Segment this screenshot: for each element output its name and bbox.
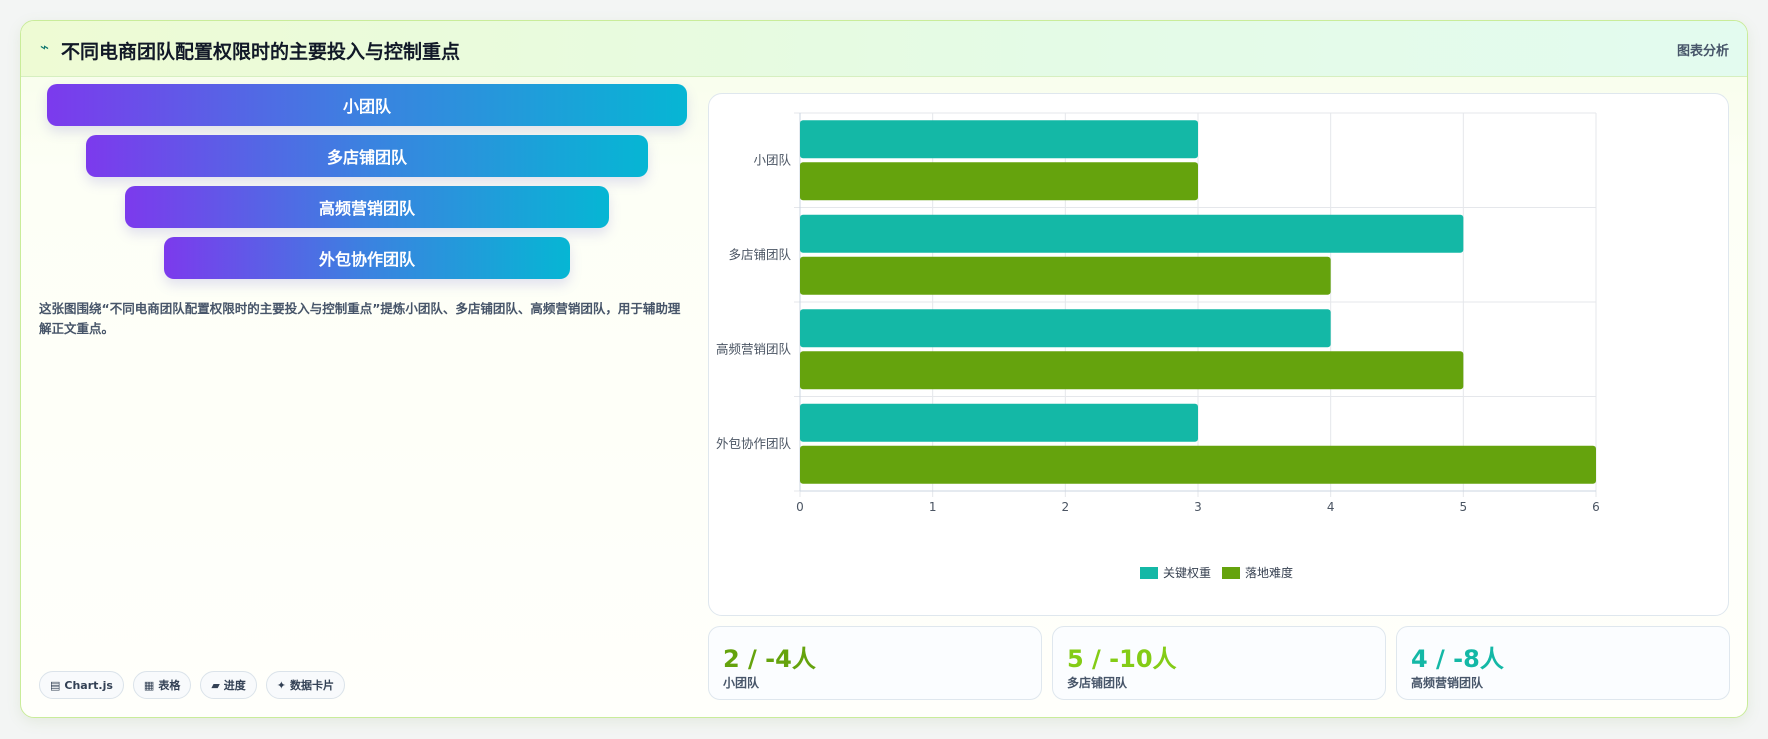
chip-progress[interactable]: ▰ 进度 bbox=[200, 671, 257, 699]
stat-value: 5 / -10人 bbox=[1067, 645, 1177, 673]
y-tick-label: 高频营销团队 bbox=[716, 341, 792, 356]
funnel-item: 小团队 bbox=[47, 84, 687, 126]
legend-label: 关键权重 bbox=[1163, 566, 1211, 580]
chart-description: 这张图围绕“不同电商团队配置权限时的主要投入与控制重点”提炼小团队、多店铺团队、… bbox=[39, 301, 681, 336]
stat-card: 4 / -8人 高频营销团队 bbox=[1396, 626, 1730, 700]
x-tick-label: 4 bbox=[1327, 500, 1335, 514]
chip-chartjs[interactable]: ▤ Chart.js bbox=[39, 671, 124, 699]
stat-value: 2 / -4人 bbox=[723, 645, 816, 673]
chart-panel: 0 1 2 3 4 5 6 小团队多店铺团队高频营销团队 外包协作团队关键权重 落地难度 bbox=[708, 93, 1729, 616]
bar bbox=[800, 445, 1596, 484]
bar bbox=[800, 351, 1464, 390]
page-title: 不同电商团队配置权限时的主要投入与控制重点 bbox=[61, 41, 461, 63]
legend-label: 落地难度 bbox=[1245, 565, 1293, 580]
chip-label: 数据卡片 bbox=[290, 679, 335, 692]
chip-data-card[interactable]: ✦ 数据卡片 bbox=[265, 671, 346, 699]
chart-card: ⌁ 不同电商团队配置权限时的主要投入与控制重点 图表分析 小团队 多店铺团队 高… bbox=[20, 20, 1748, 718]
x-tick-label: 1 bbox=[929, 500, 937, 514]
bar bbox=[800, 214, 1464, 253]
sparkle-icon: ✦ bbox=[276, 678, 287, 692]
x-tick-label: 5 bbox=[1460, 500, 1468, 514]
y-tick-label: 外包协作团队 bbox=[716, 436, 792, 451]
chart-icon: ▤ bbox=[50, 678, 61, 692]
chip-label: 表格 bbox=[158, 679, 181, 692]
stat-label: 小团队 bbox=[723, 676, 760, 690]
chip-label: 进度 bbox=[223, 679, 246, 692]
header-tag: 图表分析 bbox=[1676, 44, 1729, 59]
stat-card: 5 / -10人 多店铺团队 bbox=[1052, 626, 1386, 700]
stat-label: 高频营销团队 bbox=[1411, 676, 1484, 690]
trend-icon: ⌁ bbox=[40, 38, 50, 56]
x-tick-label: 3 bbox=[1194, 500, 1202, 514]
legend-swatch bbox=[1222, 567, 1240, 579]
bar bbox=[800, 120, 1198, 159]
bar bbox=[800, 309, 1331, 348]
x-tick-label: 2 bbox=[1062, 500, 1070, 514]
table-icon: ▦ bbox=[143, 678, 155, 692]
funnel-item: 多店铺团队 bbox=[86, 135, 648, 177]
funnel-item: 高频营销团队 bbox=[125, 186, 609, 228]
chip-table[interactable]: ▦ 表格 bbox=[132, 671, 192, 699]
bar bbox=[800, 403, 1198, 442]
card-header: ⌁ 不同电商团队配置权限时的主要投入与控制重点 图表分析 bbox=[21, 21, 1747, 77]
bar bbox=[800, 256, 1331, 295]
stat-card: 2 / -4人 小团队 bbox=[708, 626, 1042, 700]
chip-label: Chart.js bbox=[64, 678, 113, 692]
tech-chips: ▤ Chart.js ▦ 表格 ▰ 进度 ✦ 数据卡片 bbox=[39, 671, 346, 699]
funnel-item: 外包协作团队 bbox=[164, 237, 570, 279]
stat-label: 多店铺团队 bbox=[1067, 676, 1128, 690]
progress-icon: ▰ bbox=[211, 678, 220, 692]
bar bbox=[800, 162, 1198, 201]
y-tick-label: 小团队 bbox=[753, 152, 791, 167]
stat-value: 4 / -8人 bbox=[1411, 645, 1504, 673]
legend-swatch bbox=[1140, 567, 1158, 579]
x-tick-label: 6 bbox=[1592, 500, 1600, 514]
y-tick-label: 多店铺团队 bbox=[728, 247, 791, 262]
x-tick-label: 0 bbox=[796, 500, 804, 514]
